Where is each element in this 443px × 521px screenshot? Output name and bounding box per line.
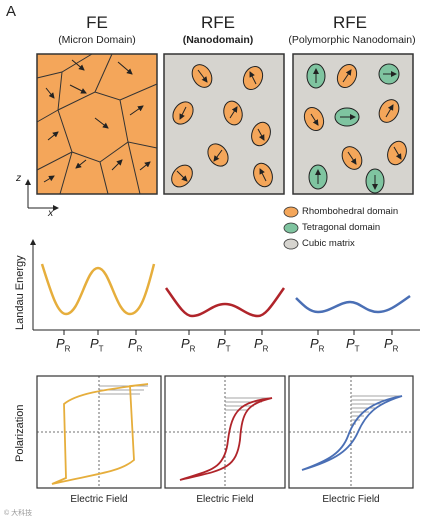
- p-label: PT: [346, 336, 360, 354]
- p-label: PR: [310, 336, 325, 354]
- poly-hysteresis-loop: [301, 395, 403, 471]
- legend-tetragonal: Tetragonal domain: [302, 222, 381, 233]
- legend-swatch-tetragonal: [283, 222, 299, 234]
- legend-rhombohedral: Rhombohedral domain: [302, 206, 399, 217]
- p-label: PT: [217, 336, 231, 354]
- rfe-poly-subtitle: (Polymorphic Nanodomain): [288, 34, 416, 46]
- energy-ticks: [63, 330, 393, 335]
- fe-title: FE: [86, 13, 108, 32]
- fe-hysteresis-loop: [51, 383, 149, 485]
- p-label: PR: [254, 336, 269, 354]
- rfe-nano-arrows: [176, 69, 267, 182]
- poly-energy-curve: [295, 294, 411, 314]
- coordinate-axes: [25, 179, 59, 211]
- polymorphic-arrows: [310, 68, 402, 190]
- grain-boundaries: [36, 53, 158, 195]
- electric-field-label-rfe: Electric Field: [196, 494, 254, 505]
- legend-cubic: Cubic matrix: [302, 238, 355, 249]
- z-axis-label: z: [16, 172, 22, 184]
- p-label: PT: [90, 336, 104, 354]
- rfe-hysteresis-loop: [179, 397, 273, 481]
- p-label: PR: [56, 336, 71, 354]
- fe-subtitle: (Micron Domain): [58, 34, 136, 46]
- legend-swatches: [283, 206, 299, 250]
- rfe-nanodomain-panel: [163, 53, 285, 195]
- fe-polarization-arrows: [43, 59, 151, 183]
- fe-domain-panel: [25, 53, 158, 211]
- electric-field-label-fe: Electric Field: [70, 494, 128, 505]
- polarization-ylabel: Polarization: [14, 404, 26, 462]
- fe-energy-curve: [40, 263, 156, 316]
- p-label: PR: [384, 336, 399, 354]
- rfe-energy-curve: [164, 287, 286, 318]
- hysteresis-row: [36, 375, 414, 489]
- legend-swatch-rhombohedral: [283, 206, 299, 218]
- rfe-polymorphic-panel: [292, 53, 414, 195]
- watermark: © 大科技: [4, 510, 33, 517]
- p-label: PR: [128, 336, 143, 354]
- landau-energy-ylabel: Landau Energy: [14, 255, 26, 330]
- rfe-nano-title: RFE: [201, 13, 235, 32]
- legend-swatch-cubic: [283, 238, 299, 250]
- landau-energy-row: [30, 239, 420, 335]
- panel-letter: A: [6, 3, 17, 20]
- p-label: PR: [181, 336, 196, 354]
- dotted-axes: [37, 376, 413, 488]
- rfe-nano-subtitle: (Nanodomain): [182, 34, 254, 46]
- rfe-poly-title: RFE: [333, 13, 367, 32]
- electric-field-label-poly: Electric Field: [322, 494, 380, 505]
- x-axis-label: x: [48, 207, 54, 219]
